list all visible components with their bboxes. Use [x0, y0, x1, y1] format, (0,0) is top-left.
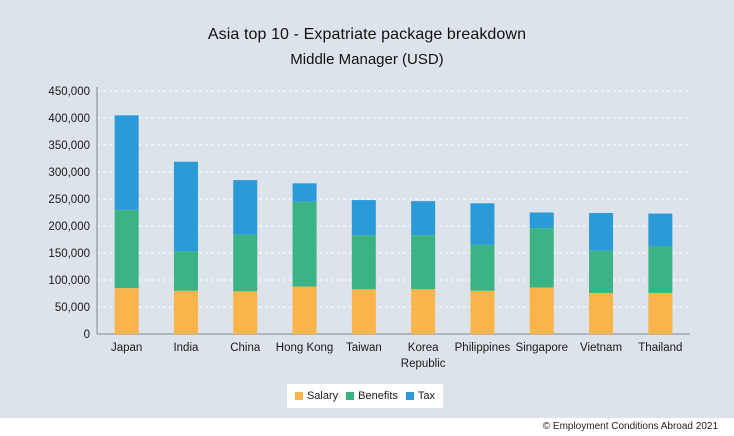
bar-benefits-singapore — [529, 228, 554, 288]
y-tick-label: 0 — [84, 329, 90, 341]
y-tick-label: 300,000 — [48, 167, 90, 179]
bar-salary-japan — [114, 288, 139, 334]
x-category-label: Singapore — [516, 342, 568, 354]
bar-tax-japan — [114, 115, 139, 210]
plot-area: 0 50,000 100,000 150,000 200,000 250,000 300,0… — [48, 86, 690, 370]
bar-tax-korea-republic — [411, 201, 436, 236]
bar-salary-thailand — [648, 292, 673, 334]
bar-benefits-korea-republic — [411, 235, 436, 290]
bar-benefits-japan — [114, 209, 139, 289]
y-tick-label: 100,000 — [48, 275, 90, 287]
chart-subtitle: Middle Manager (USD) — [290, 51, 444, 68]
bar-benefits-taiwan — [351, 235, 376, 290]
legend-label-benefits: Benefits — [358, 390, 398, 402]
bar-salary-china — [233, 291, 258, 334]
bar-tax-singapore — [529, 212, 554, 229]
y-tick-label: 250,000 — [48, 194, 90, 206]
legend-item-salary: Salary — [294, 390, 339, 402]
bar-benefits-hong-kong — [292, 201, 317, 287]
bar-tax-philippines — [470, 203, 495, 245]
bar-salary-taiwan — [351, 289, 376, 334]
x-category-label: China — [230, 342, 261, 354]
bar-salary-india — [173, 290, 198, 334]
bar-tax-china — [233, 180, 258, 235]
bar-benefits-india — [173, 251, 198, 291]
bar-salary-korea-republic — [411, 289, 436, 334]
bar-benefits-thailand — [648, 245, 673, 293]
bar-benefits-philippines — [470, 244, 495, 291]
bar-tax-vietnam — [589, 213, 614, 251]
bar-salary-philippines — [470, 290, 495, 334]
legend-swatch-salary — [294, 392, 303, 400]
x-category-label: India — [173, 342, 199, 354]
legend-swatch-benefits — [346, 392, 355, 400]
y-tick-label: 200,000 — [48, 221, 90, 233]
copyright-text: © Employment Conditions Abroad 2021 — [542, 421, 718, 432]
legend-swatch-tax — [405, 392, 414, 400]
bar-benefits-vietnam — [589, 250, 614, 293]
bar-tax-thailand — [648, 213, 673, 246]
bar-tax-hong-kong — [292, 183, 317, 202]
bar-tax-india — [173, 161, 198, 252]
y-tick-label: 350,000 — [48, 140, 90, 152]
legend-label-salary: Salary — [306, 390, 339, 402]
x-category-label: Taiwan — [346, 342, 382, 354]
chart-title: Asia top 10 - Expatriate package breakdo… — [207, 26, 527, 43]
bar-salary-singapore — [529, 287, 554, 334]
legend-label-tax: Tax — [417, 390, 436, 402]
footer: © Employment Conditions Abroad 2021 — [0, 418, 734, 436]
legend: Salary Benefits Tax — [287, 384, 443, 408]
bar-tax-taiwan — [351, 200, 376, 236]
chart-panel: Asia top 10 - Expatriate package breakdo… — [48, 26, 690, 408]
bar-salary-hong-kong — [292, 286, 317, 334]
x-category-label: Korea Republic — [401, 342, 446, 370]
x-category-label: Philippines — [455, 342, 511, 354]
y-tick-label: 450,000 — [48, 86, 90, 98]
y-tick-label: 50,000 — [55, 302, 90, 314]
x-category-label: Vietnam — [580, 342, 622, 354]
bar-salary-vietnam — [589, 292, 614, 334]
x-category-label: Thailand — [638, 342, 682, 354]
legend-item-benefits: Benefits — [346, 390, 398, 402]
legend-item-tax: Tax — [405, 390, 436, 402]
x-category-label: Hong Kong — [276, 342, 334, 354]
bar-benefits-china — [233, 234, 258, 292]
x-category-label: Japan — [111, 342, 142, 354]
y-tick-label: 400,000 — [48, 113, 90, 125]
y-tick-label: 150,000 — [48, 248, 90, 260]
